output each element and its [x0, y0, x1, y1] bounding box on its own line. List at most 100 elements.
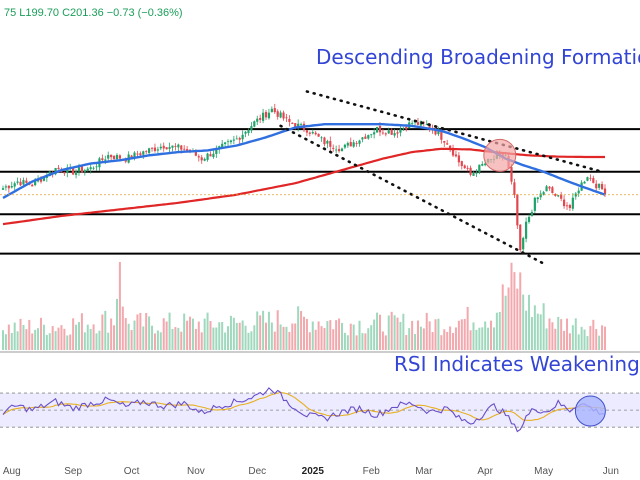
volume-bar	[92, 324, 95, 350]
support-resistance-lines	[0, 128, 640, 255]
volume-bar	[522, 294, 525, 350]
volume-bar	[48, 333, 51, 350]
volume-bar	[229, 315, 232, 350]
candle-body	[165, 147, 168, 150]
candle-body	[416, 122, 420, 125]
volume-bar	[177, 327, 180, 350]
volume-bar	[34, 329, 37, 350]
candle-body	[562, 199, 566, 207]
volume-bar	[180, 331, 183, 350]
candle-body	[332, 147, 335, 149]
volume-bar	[510, 262, 513, 350]
volume-bar	[370, 325, 373, 350]
volume-bar	[560, 319, 563, 350]
candle-body	[355, 143, 358, 145]
volume-bar	[22, 325, 25, 350]
candle-body	[66, 167, 69, 173]
volume-bar	[156, 330, 159, 350]
volume-bar	[127, 323, 130, 350]
volume-bar	[434, 319, 437, 350]
candle-body	[323, 137, 326, 145]
candle-body	[361, 137, 364, 140]
volume-bar	[376, 312, 379, 350]
candle-body	[586, 177, 589, 181]
volume-bar	[329, 320, 332, 350]
volume-bar	[224, 332, 227, 350]
volume-bar	[194, 328, 197, 350]
candle-body	[516, 194, 519, 226]
candle-body	[600, 184, 604, 190]
volume-bar	[57, 327, 60, 350]
candle-body	[110, 154, 113, 158]
candle-body	[153, 147, 157, 151]
volume-bar	[469, 330, 472, 350]
volume-bar	[419, 326, 422, 350]
candle-body	[194, 152, 197, 156]
volume-bar	[490, 320, 493, 350]
candle-body	[437, 131, 440, 135]
candle-body	[16, 181, 19, 183]
candle-body	[565, 205, 569, 207]
candle-body	[466, 167, 469, 169]
candle-body	[539, 193, 542, 198]
candle-body	[346, 143, 349, 146]
volume-bar	[133, 320, 136, 350]
candle-body	[358, 140, 361, 144]
candle-body	[1, 188, 5, 190]
candle-body	[86, 168, 89, 171]
volume-bar	[165, 321, 168, 350]
candle-body	[548, 186, 551, 189]
candle-body	[209, 154, 212, 157]
volume-bar	[241, 320, 244, 350]
volume-bar	[525, 310, 528, 350]
volume-bar	[54, 331, 57, 350]
candle-body	[481, 164, 484, 166]
volume-bar	[326, 321, 329, 350]
volume-bar	[253, 325, 256, 350]
candle-body	[74, 171, 78, 175]
candle-body	[592, 178, 595, 183]
candle-body	[247, 130, 250, 134]
candle-body	[554, 193, 557, 196]
volume-bar	[568, 333, 571, 350]
candle-body	[273, 108, 276, 113]
candle-body	[10, 186, 13, 188]
volume-bar	[186, 320, 189, 350]
volume-bar	[428, 321, 431, 350]
volume-bar	[466, 306, 469, 350]
candle-body	[241, 134, 244, 140]
volume-bar	[151, 325, 154, 350]
candle-body	[396, 132, 399, 134]
volume-bar	[595, 329, 598, 350]
candle-body	[177, 144, 180, 148]
volume-bar	[393, 315, 396, 350]
x-tick-sep: Sep	[64, 466, 82, 477]
volume-bar	[571, 325, 574, 350]
candle-body	[317, 133, 320, 137]
volume-bar	[206, 312, 209, 350]
candle-body	[215, 148, 218, 154]
volume-bar	[215, 327, 218, 350]
volume-bar	[153, 333, 156, 350]
volume-bar	[311, 321, 314, 350]
x-tick-apr: Apr	[477, 466, 493, 477]
candle-body	[200, 157, 203, 161]
volume-bar	[221, 322, 224, 350]
candle-body	[545, 186, 548, 192]
volume-bar	[516, 288, 519, 350]
candle-body	[223, 142, 227, 144]
volume-bar	[425, 312, 428, 350]
volume-bar	[604, 326, 606, 350]
volume-bar	[378, 314, 381, 350]
candle-body	[259, 117, 262, 120]
volume-bar	[197, 321, 200, 350]
candle-body	[574, 193, 577, 197]
volume-bar	[256, 311, 259, 350]
candle-body	[571, 197, 574, 209]
candle-body	[387, 130, 390, 134]
volume-bar	[367, 328, 370, 350]
volume-bar	[399, 321, 402, 350]
volume-bar	[273, 331, 276, 350]
volume-bar	[361, 333, 364, 350]
